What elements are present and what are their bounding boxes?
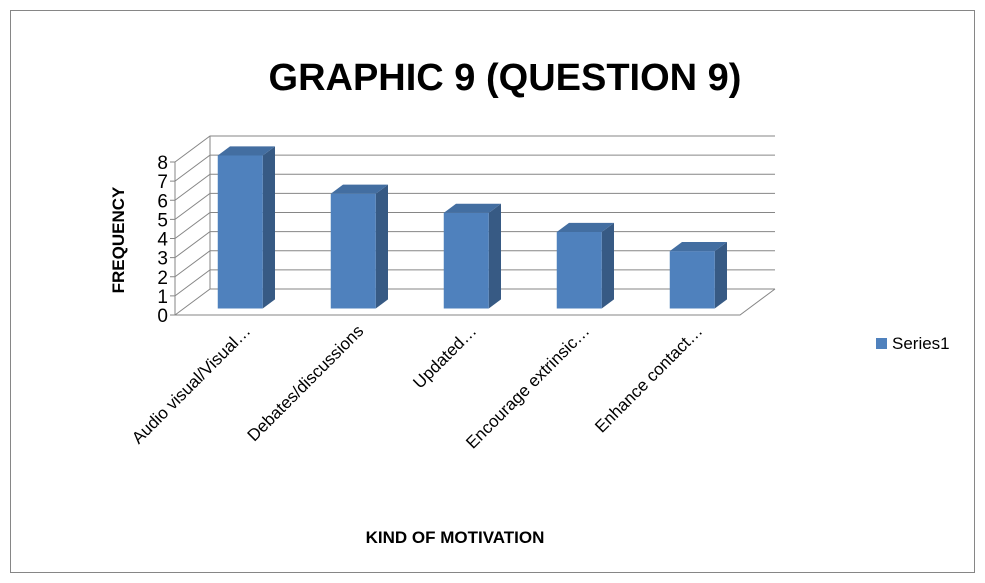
grid-line: [174, 173, 775, 201]
chart-title: GRAPHIC 9 (QUESTION 9): [269, 57, 742, 99]
bar-side: [375, 184, 388, 309]
y-tick-label: 2: [157, 268, 168, 289]
bar: [330, 184, 388, 309]
bar-front: [217, 155, 263, 309]
bar-top: [217, 146, 275, 156]
bar-front: [556, 232, 602, 309]
y-tick-label: 1: [157, 287, 168, 308]
bar-front: [443, 212, 489, 309]
y-tick-label: 4: [157, 230, 168, 251]
bar: [669, 242, 727, 309]
bar-front: [330, 193, 376, 309]
bar-top: [669, 242, 727, 252]
y-tick-label: 7: [157, 172, 168, 193]
bar-side: [488, 203, 501, 309]
y-tick-label: 6: [157, 191, 168, 212]
legend-label: Series1: [892, 334, 950, 353]
y-tick-label: 0: [157, 306, 168, 327]
y-tick-label: 5: [157, 210, 168, 231]
bar-top: [556, 222, 614, 232]
bar-front: [669, 251, 715, 309]
x-axis-label: KIND OF MOTIVATION: [366, 528, 545, 547]
grid-line: [174, 154, 775, 182]
bar-side: [262, 146, 275, 309]
grid-line: [174, 192, 775, 220]
bar: [217, 146, 275, 309]
y-tick-label: 3: [157, 249, 168, 270]
bar-side: [714, 242, 727, 309]
y-tick-label: 8: [157, 153, 168, 174]
y-axis-label: FREQUENCY: [109, 186, 128, 293]
bar: [443, 203, 501, 309]
bar-top: [443, 203, 501, 213]
grid-line: [174, 212, 775, 239]
bar: [556, 222, 614, 309]
grid-line: [174, 135, 775, 163]
bar-top: [330, 184, 388, 194]
floor: [175, 288, 776, 316]
bar-side: [601, 222, 614, 309]
legend-swatch: [876, 338, 887, 349]
